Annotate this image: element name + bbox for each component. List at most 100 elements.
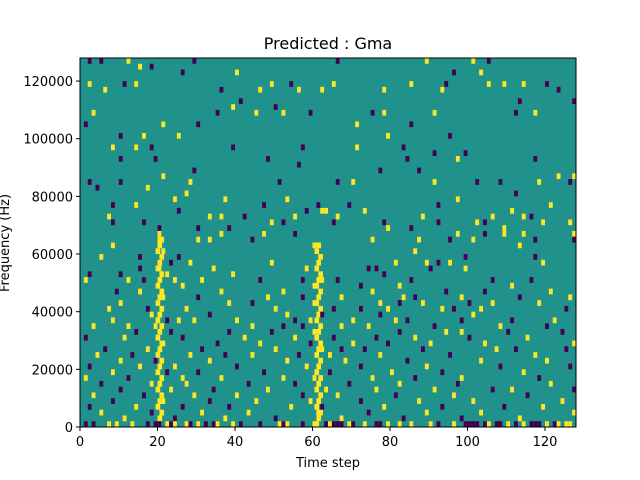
heatmap-streak-cell — [159, 409, 165, 416]
heatmap-cell — [339, 415, 344, 422]
heatmap-cell — [359, 305, 363, 312]
heatmap-streak-cell — [314, 403, 320, 410]
heatmap-cell — [227, 300, 232, 306]
heatmap-cell — [548, 380, 553, 387]
heatmap-cell — [386, 132, 391, 139]
heatmap-cell — [246, 380, 251, 387]
heatmap-cell — [328, 421, 332, 427]
heatmap-cell — [413, 375, 418, 381]
heatmap-cell — [277, 179, 282, 185]
heatmap-cell — [176, 132, 181, 139]
heatmap-cell — [254, 109, 259, 116]
heatmap-cell — [145, 305, 150, 312]
heatmap-cell — [134, 328, 139, 335]
heatmap-cell — [471, 421, 476, 427]
heatmap-cell — [529, 421, 534, 427]
heatmap-cell — [297, 86, 301, 93]
heatmap-cell — [134, 81, 139, 87]
heatmap-cell — [223, 352, 228, 358]
heatmap-cell — [506, 421, 511, 427]
heatmap-cell — [149, 311, 154, 318]
heatmap-cell — [529, 277, 534, 283]
heatmap-cell — [153, 421, 158, 427]
heatmap-cell — [149, 380, 154, 387]
heatmap-cell — [335, 58, 340, 64]
heatmap-streak-cell — [314, 282, 320, 289]
heatmap-streak-cell — [314, 352, 320, 358]
heatmap-cell — [409, 421, 414, 427]
heatmap-cell — [219, 375, 224, 381]
heatmap-cell — [308, 317, 313, 324]
heatmap-cell — [219, 213, 224, 220]
heatmap-cell — [281, 109, 286, 116]
heatmap-cell — [483, 230, 487, 237]
heatmap-cell — [486, 421, 491, 427]
heatmap-cell — [87, 179, 92, 185]
heatmap-cell — [351, 179, 356, 185]
heatmap-cell — [335, 421, 340, 427]
heatmap-cell — [250, 323, 255, 329]
heatmap-cell — [533, 421, 538, 427]
heatmap-cell — [161, 340, 166, 347]
heatmap-cell — [463, 150, 468, 157]
heatmap-cell — [184, 190, 189, 197]
heatmap-cell — [103, 346, 108, 353]
heatmap-cell — [293, 334, 298, 341]
heatmap-cell — [432, 386, 437, 393]
heatmap-cell — [111, 398, 115, 404]
heatmap-cell — [118, 132, 123, 139]
heatmap-streak-cell — [159, 271, 165, 278]
heatmap-cell — [378, 311, 383, 318]
heatmap-cell — [184, 305, 189, 312]
heatmap-cell — [455, 156, 460, 162]
heatmap-cell — [486, 81, 491, 87]
heatmap-cell — [235, 69, 239, 76]
heatmap-streak-cell — [157, 294, 163, 301]
heatmap-cell — [227, 328, 232, 335]
heatmap-cell — [312, 282, 317, 289]
heatmap-cell — [250, 236, 255, 243]
heatmap-cell — [517, 98, 522, 105]
heatmap-cell — [99, 409, 104, 416]
heatmap-cell — [269, 219, 274, 226]
heatmap-cell — [335, 213, 340, 220]
heatmap-cell — [169, 328, 174, 335]
heatmap-cell — [502, 225, 507, 231]
heatmap-cell — [455, 380, 460, 387]
heatmap-cell — [424, 409, 429, 416]
heatmap-streak-cell — [157, 277, 163, 283]
heatmap-cell — [126, 323, 131, 329]
heatmap-cell — [169, 259, 174, 266]
heatmap-cell — [452, 392, 456, 399]
heatmap-cell — [444, 328, 449, 335]
heatmap-cell — [297, 161, 301, 168]
heatmap-cell — [258, 421, 263, 427]
heatmap-cell — [467, 334, 472, 341]
heatmap-cell — [486, 58, 491, 64]
heatmap-cell — [266, 294, 270, 301]
heatmap-cell — [355, 121, 360, 128]
heatmap-cell — [169, 386, 174, 393]
heatmap-streak-cell — [314, 334, 320, 341]
heatmap-cell — [231, 144, 236, 151]
heatmap-cell — [184, 421, 189, 427]
heatmap-cell — [130, 421, 135, 427]
x-tick-label: 20 — [149, 435, 166, 450]
heatmap-cell — [471, 58, 476, 64]
heatmap-streak-cell — [318, 288, 323, 295]
heatmap-cell — [126, 58, 131, 64]
heatmap-cell — [521, 213, 526, 220]
heatmap-streak-cell — [318, 375, 323, 381]
heatmap-cell — [219, 86, 224, 93]
heatmap-cell — [293, 380, 298, 387]
heatmap-cell — [417, 236, 422, 243]
heatmap-cell — [308, 109, 313, 116]
heatmap-cell — [455, 230, 460, 237]
heatmap-cell — [514, 109, 518, 116]
heatmap-streak-cell — [314, 386, 320, 393]
heatmap-cell — [386, 421, 391, 427]
heatmap-cell — [537, 375, 542, 381]
heatmap-cell — [281, 375, 286, 381]
heatmap-cell — [118, 156, 123, 162]
